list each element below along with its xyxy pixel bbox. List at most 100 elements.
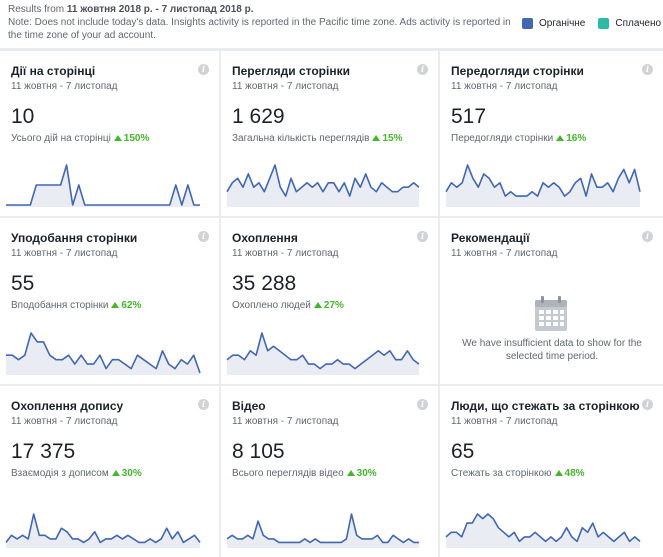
card-page-previews[interactable]: Передогляди сторінки 11 жовтня - 7 листо… xyxy=(440,51,663,216)
trend-up-icon xyxy=(554,470,563,476)
sparkline-area xyxy=(6,333,200,375)
card-delta-value: 15% xyxy=(382,133,403,144)
card-subtitle: Передогляди сторінки 16% xyxy=(451,132,652,145)
card-delta: 27% xyxy=(313,300,344,311)
card-date: 11 жовтня - 7 листопад xyxy=(232,416,339,427)
card-sub-label: Взаємодія з дописом xyxy=(11,468,109,479)
card-page-views[interactable]: Перегляди сторінки 11 жовтня - 7 листопа… xyxy=(221,51,438,216)
sparkline-organic-line xyxy=(445,513,641,543)
sparkline xyxy=(226,332,420,375)
insights-grid: Дії на сторінці 11 жовтня - 7 листопад i… xyxy=(0,51,663,557)
card-delta-value: 30% xyxy=(121,468,142,479)
empty-state-message: We have insufficient data to show for th… xyxy=(462,338,642,362)
card-reach[interactable]: Охоплення 11 жовтня - 7 листопад i 35 28… xyxy=(221,218,438,384)
card-title: Рекомендації xyxy=(451,231,530,245)
card-date: 11 жовтня - 7 листопад xyxy=(451,416,558,427)
trend-up-icon xyxy=(556,135,565,141)
card-delta-value: 16% xyxy=(566,133,587,144)
results-prefix: Results from xyxy=(8,4,67,15)
sparkline-organic-line xyxy=(6,164,200,206)
trend-up-icon xyxy=(113,135,122,141)
calendar-icon xyxy=(535,296,567,331)
card-date: 11 жовтня - 7 листопад xyxy=(232,81,339,92)
card-subtitle: Всього переглядів відео 30% xyxy=(232,467,427,480)
card-sub-label: Вподобання сторінки xyxy=(11,300,109,311)
sparkline-area xyxy=(6,165,200,207)
card-title: Уподобання сторінки xyxy=(11,231,138,245)
info-icon[interactable]: i xyxy=(198,399,209,410)
card-delta: 62% xyxy=(111,300,141,311)
card-title: Відео xyxy=(232,399,266,413)
card-sub-label: Стежать за сторінкою xyxy=(451,468,552,479)
legend-paid[interactable]: Сплачено xyxy=(598,18,661,29)
sparkline xyxy=(5,513,201,548)
card-sub-label: Всього переглядів відео xyxy=(232,468,344,479)
sparkline xyxy=(226,164,420,207)
card-value: 10 xyxy=(11,105,35,128)
sparkline-area xyxy=(227,165,419,207)
card-delta: 30% xyxy=(346,468,377,479)
card-subtitle: Стежать за сторінкою 48% xyxy=(451,467,652,480)
card-value: 8 105 xyxy=(232,440,285,463)
card-sub-label: Загальна кількість переглядів xyxy=(232,133,370,144)
card-delta: 30% xyxy=(111,468,142,479)
card-date: 11 жовтня - 7 листопад xyxy=(451,81,558,92)
card-value: 517 xyxy=(451,105,487,128)
legend-organic[interactable]: Органічне xyxy=(522,18,585,29)
info-icon[interactable]: i xyxy=(417,64,428,75)
card-value: 1 629 xyxy=(232,105,285,128)
card-delta-value: 48% xyxy=(564,468,585,479)
card-recommendations[interactable]: Рекомендації 11 жовтня - 7 листопад i We… xyxy=(440,218,663,384)
sparkline-organic-line xyxy=(6,332,201,374)
card-subtitle: Вподобання сторінки 62% xyxy=(11,299,208,312)
results-header: Results from 11 жовтня 2018 р. - 7 листо… xyxy=(0,0,663,48)
sparkline-area xyxy=(227,333,419,375)
card-sub-label: Передогляди сторінки xyxy=(451,133,554,144)
info-icon[interactable]: i xyxy=(198,64,209,75)
card-delta-value: 27% xyxy=(323,300,344,311)
info-icon[interactable]: i xyxy=(642,231,653,242)
card-title: Дії на сторінці xyxy=(11,64,96,78)
card-subtitle: Усього дій на сторінці 150% xyxy=(11,132,208,145)
card-value: 35 288 xyxy=(232,272,297,295)
legend: Органічне Сплачено xyxy=(522,18,663,29)
card-delta-value: 30% xyxy=(356,468,377,479)
card-value: 65 xyxy=(451,440,475,463)
card-page-actions[interactable]: Дії на сторінці 11 жовтня - 7 листопад i… xyxy=(0,51,219,216)
sparkline-organic-line xyxy=(445,164,641,197)
card-value: 17 375 xyxy=(11,440,76,463)
sparkline-area xyxy=(446,165,640,207)
card-subtitle: Охоплено людей 27% xyxy=(232,299,427,312)
info-icon[interactable]: i xyxy=(417,399,428,410)
card-title: Охоплення допису xyxy=(11,399,124,413)
card-video[interactable]: Відео 11 жовтня - 7 листопад i 8 105 Всь… xyxy=(221,386,438,557)
card-date: 11 жовтня - 7 листопад xyxy=(232,248,339,259)
info-icon[interactable]: i xyxy=(642,64,653,75)
card-delta-value: 62% xyxy=(121,300,142,311)
card-subtitle: Загальна кількість переглядів 15% xyxy=(232,132,427,145)
card-delta: 16% xyxy=(556,133,586,144)
card-delta: 15% xyxy=(372,133,402,144)
sparkline xyxy=(6,332,201,375)
info-icon[interactable]: i xyxy=(642,399,653,410)
card-title: Охоплення xyxy=(232,231,298,245)
card-date: 11 жовтня - 7 листопад xyxy=(11,248,118,259)
card-delta: 150% xyxy=(113,133,149,144)
card-title: Передогляди сторінки xyxy=(451,64,584,78)
trend-up-icon xyxy=(111,302,120,308)
card-post-reach[interactable]: Охоплення допису 11 жовтня - 7 листопад … xyxy=(0,386,219,557)
info-icon[interactable]: i xyxy=(198,231,209,242)
info-icon[interactable]: i xyxy=(417,231,428,242)
card-page-followers[interactable]: Люди, що стежать за сторінкою 11 жовтня … xyxy=(440,386,663,557)
sparkline-organic-line xyxy=(226,332,420,370)
card-value: 55 xyxy=(11,272,35,295)
paid-swatch xyxy=(598,18,610,29)
trend-up-icon xyxy=(111,470,120,476)
card-page-likes[interactable]: Уподобання сторінки 11 жовтня - 7 листоп… xyxy=(0,218,219,384)
organic-swatch xyxy=(522,18,533,29)
trend-up-icon xyxy=(313,302,322,308)
organic-label: Органічне xyxy=(539,18,586,29)
sparkline xyxy=(445,513,641,548)
sparkline xyxy=(6,164,200,207)
card-delta: 48% xyxy=(554,468,585,479)
